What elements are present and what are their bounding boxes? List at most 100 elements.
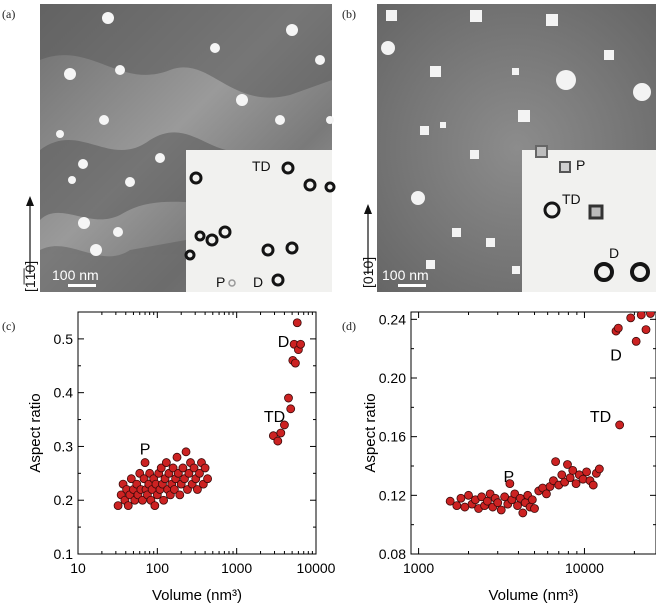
data-point [464, 490, 473, 500]
y-tick-label: 0.08 [379, 546, 406, 562]
data-point [578, 474, 588, 484]
y-tick-label: 0.4 [54, 385, 74, 401]
data-point [631, 336, 641, 346]
data-point [568, 465, 578, 475]
panel-b-label-P: P [576, 157, 585, 173]
panel-b-direction-label: [010] [360, 257, 376, 288]
x-tick-label: 1000 [403, 560, 434, 576]
y-axis-label: Aspect ratio [362, 393, 379, 472]
y-tick-label: 0.3 [54, 438, 74, 454]
panel-a-direction: [1̅1̅0] [22, 196, 38, 292]
scatter-points [445, 312, 655, 518]
x-tick-label: 100 [146, 560, 170, 576]
panel-b-inset [522, 150, 656, 292]
data-point [505, 479, 515, 489]
y-tick-label: 0.1 [54, 546, 74, 562]
x-tick-label: 1000 [221, 560, 252, 576]
x-tick-label: 10000 [565, 560, 604, 576]
panel-b-label: (b) [342, 7, 356, 21]
data-point [613, 323, 623, 333]
chart-panel-label: (d) [342, 319, 356, 333]
data-point [286, 404, 296, 414]
data-point [123, 501, 133, 511]
data-point [189, 463, 199, 473]
data-point [169, 485, 179, 494]
x-tick-label: 10 [70, 560, 86, 576]
annotation-label: TD [264, 409, 285, 426]
data-point [150, 501, 160, 511]
annotation-label: D [278, 334, 290, 351]
data-point [557, 470, 567, 480]
data-point [168, 463, 178, 473]
data-point [296, 339, 306, 349]
panel-a-scale-bar [68, 284, 96, 287]
data-point [641, 325, 651, 335]
panel-a-scale-label: 100 nm [52, 267, 99, 283]
data-point [203, 474, 212, 484]
data-point [172, 452, 182, 462]
data-point [159, 495, 169, 505]
chart-d: (d) 1000 10000 0.08 0.12 0.16 0.20 0.24 Volume (… [342, 311, 656, 604]
data-point [276, 428, 286, 438]
data-point [636, 312, 646, 320]
data-point [615, 420, 625, 430]
data-point [161, 458, 171, 467]
panel-b-scale-bar [398, 284, 426, 287]
data-point [280, 420, 289, 430]
data-point [460, 502, 470, 512]
data-point [493, 498, 503, 508]
data-point [195, 468, 204, 478]
data-point [582, 467, 591, 477]
x-tick-label: 10000 [297, 560, 336, 576]
panel-a: (a) TD P D 100 nm [2, 4, 336, 292]
data-point [452, 501, 462, 511]
data-point [513, 501, 522, 511]
panel-a-label: (a) [2, 7, 15, 21]
data-point [445, 496, 455, 506]
x-axis-label: Volume (nm³) [488, 587, 578, 604]
data-point [113, 501, 123, 511]
data-point [551, 457, 561, 467]
data-point [588, 480, 598, 490]
scatter-points [113, 318, 306, 511]
data-point [291, 358, 300, 368]
panel-b-scale-label: 100 nm [382, 267, 429, 283]
x-axis-label: Volume (nm³) [152, 587, 242, 604]
data-point [138, 495, 147, 505]
data-point [527, 495, 537, 505]
data-point [477, 492, 487, 502]
annotation-label: TD [590, 409, 611, 426]
data-point [178, 463, 188, 473]
data-point [500, 492, 509, 502]
y-tick-label: 0.5 [54, 331, 74, 347]
plot-frame [410, 311, 656, 555]
panel-b-particles [381, 10, 651, 274]
panel-a-label-P: P [216, 274, 225, 290]
data-point [496, 505, 506, 515]
data-point [284, 393, 293, 403]
data-point [156, 463, 166, 473]
data-point [292, 318, 302, 328]
y-tick-label: 0.2 [54, 492, 74, 508]
data-point [193, 485, 202, 494]
y-tick-label: 0.16 [379, 429, 406, 445]
y-tick-label: 0.20 [379, 370, 406, 386]
data-point [626, 313, 636, 323]
panel-b-inset-particles [535, 145, 650, 282]
data-point [571, 479, 581, 489]
panel-b-direction: [010] [360, 204, 376, 288]
y-tick-label: 0.24 [379, 311, 406, 327]
annotation-label: P [503, 469, 514, 486]
panel-b: (b) P TD D 100 nm [ [342, 4, 656, 292]
panel-a-label-D: D [253, 274, 263, 290]
panel-a-particles [56, 12, 334, 256]
data-point [175, 490, 185, 500]
panel-a-inset-rings [184, 161, 336, 287]
annotation-label: D [610, 347, 622, 364]
data-point [542, 489, 551, 499]
chart-c: (c) 10 100 1000 10000 0.1 0.2 0.3 0.4 0.5 Volume (… [2, 311, 336, 604]
data-point [200, 463, 210, 473]
data-point [181, 447, 191, 457]
data-point [184, 468, 194, 478]
